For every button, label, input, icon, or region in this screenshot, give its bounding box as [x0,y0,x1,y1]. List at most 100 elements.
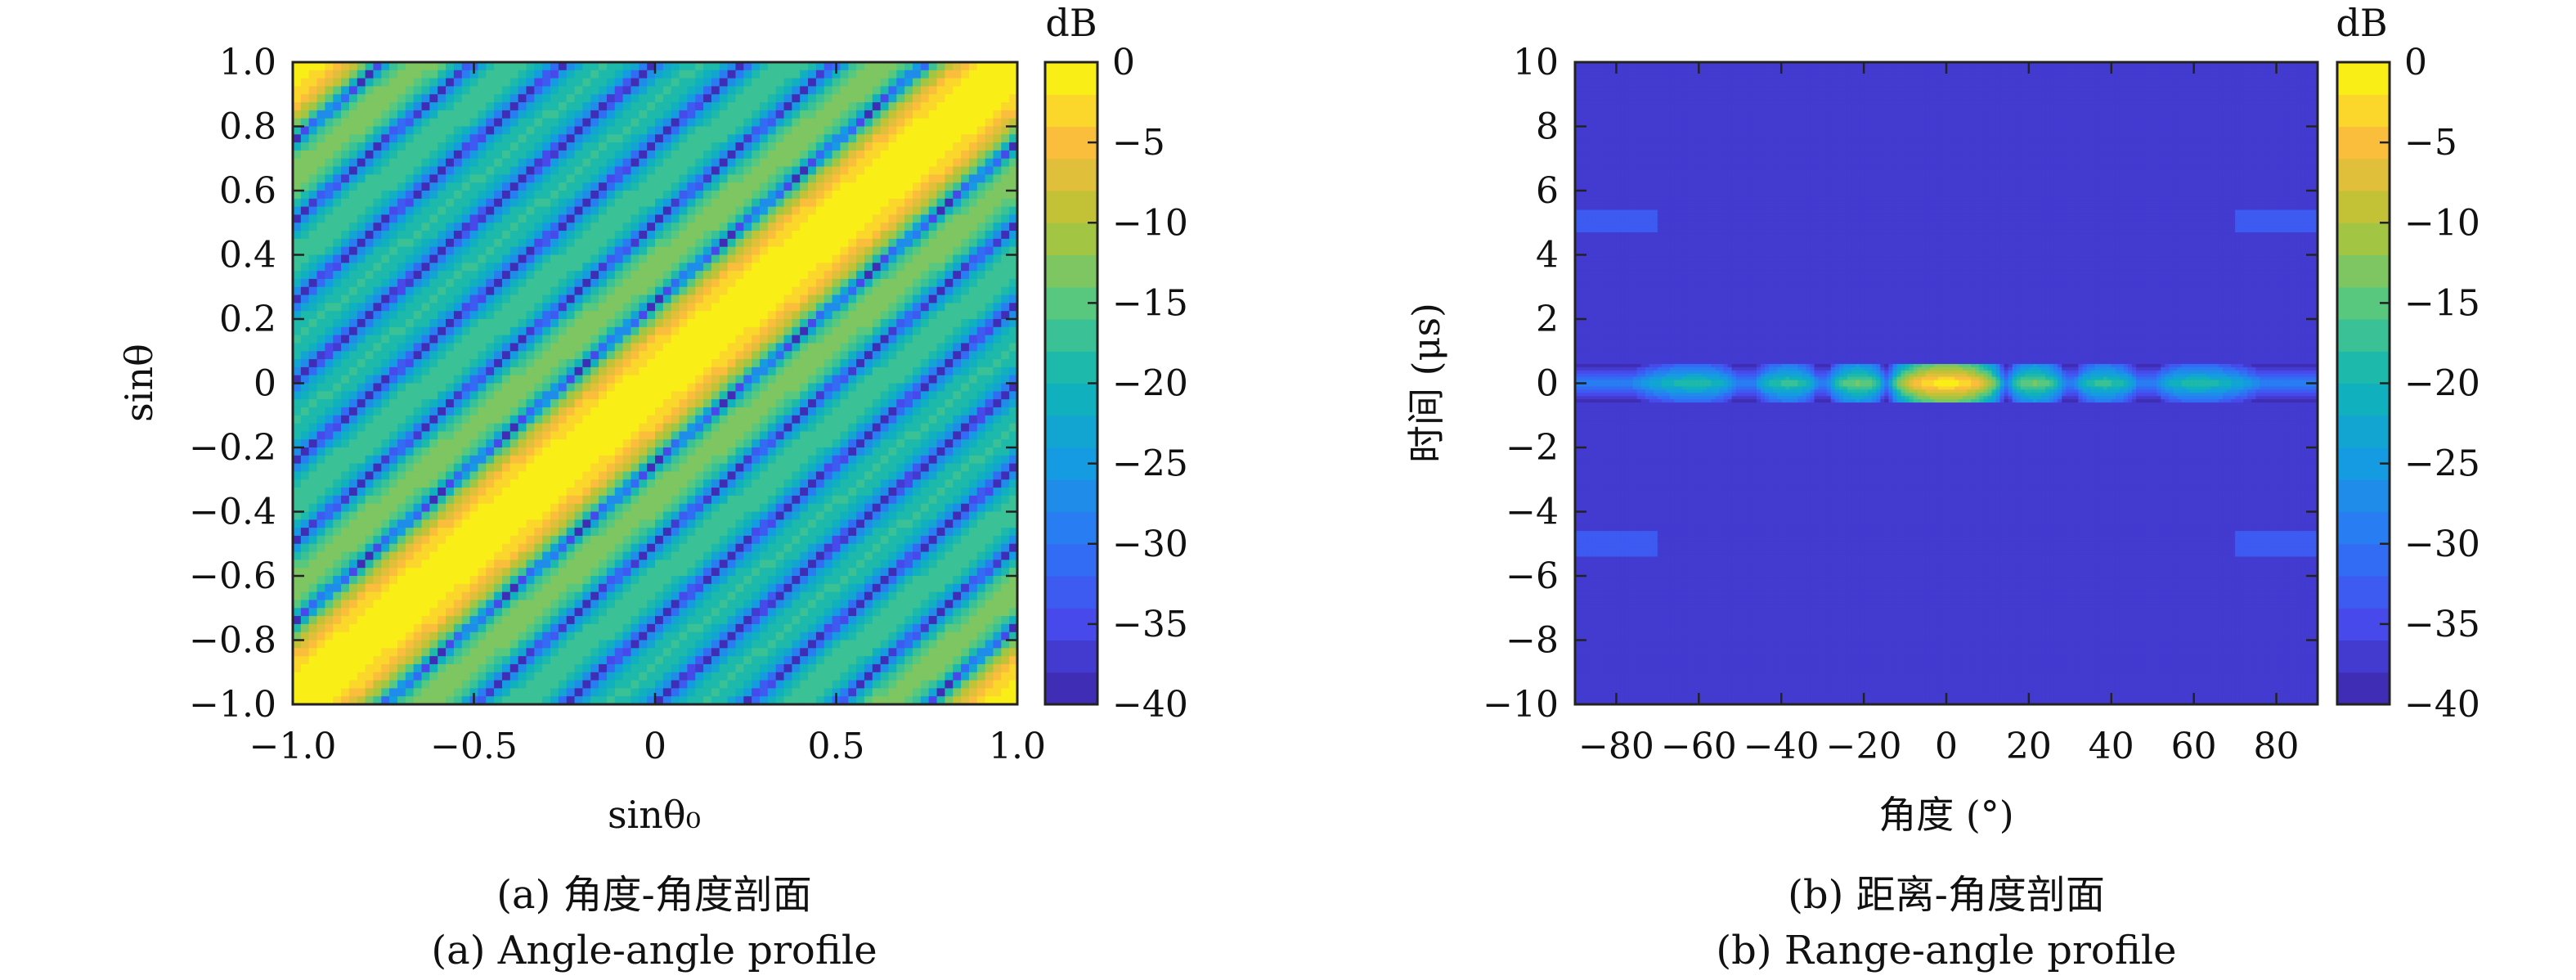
heatmap-cell [325,424,333,432]
heatmap-cell [502,384,510,392]
heatmap-cell [429,182,438,191]
heatmap-cell [333,431,341,439]
heatmap-cell [599,62,607,70]
heatmap-cell [615,70,623,79]
heatmap-cell [309,311,317,319]
heatmap-cell [615,127,623,135]
heatmap-cell [599,134,607,142]
heatmap-cell [454,632,462,641]
heatmap-cell [454,384,462,392]
heatmap-cell [582,672,590,681]
heatmap-cell [470,199,478,207]
heatmap-cell [293,295,301,303]
heatmap-cell [317,207,325,215]
heatmap-cell [293,367,301,375]
heatmap-cell [406,279,414,287]
heatmap-cell [550,399,559,407]
heatmap-cell [631,656,639,664]
heatmap-cell [325,335,333,344]
heatmap-cell [559,424,567,432]
heatmap-cell [534,351,542,359]
heatmap-cell [309,536,317,544]
heatmap-cell [429,681,438,689]
heatmap-cell [647,110,655,119]
heatmap-cell [518,231,527,239]
heatmap-cell [309,391,317,399]
heatmap-cell [293,384,301,392]
heatmap-cell [357,584,366,592]
heatmap-cell [309,375,317,384]
heatmap-cell [381,447,389,456]
heatmap-cell [615,496,623,504]
heatmap-cell [414,367,422,375]
heatmap-cell [647,191,655,199]
heatmap-cell [518,94,527,102]
heatmap-cell [397,119,406,127]
heatmap-cell [494,536,502,544]
heatmap-cell [599,94,607,102]
heatmap-cell [534,456,542,464]
heatmap-cell [631,664,639,672]
heatmap-cell [389,207,397,215]
heatmap-cell [607,182,615,191]
heatmap-cell [406,391,414,399]
heatmap-cell [526,608,534,616]
heatmap-cell [454,656,462,664]
heatmap-cell [389,608,397,616]
heatmap-cell [534,239,542,247]
heatmap-cell [397,496,406,504]
heatmap-cell [406,656,414,664]
heatmap-cell [438,159,446,167]
heatmap-cell [422,207,430,215]
heatmap-cell [623,127,631,135]
heatmap-cell [631,672,639,681]
heatmap-cell [615,424,623,432]
heatmap-cell [422,134,430,142]
heatmap-cell [389,447,397,456]
heatmap-cell [325,592,333,600]
heatmap-cell [446,174,454,182]
heatmap-cell [639,608,647,616]
heatmap-cell [494,375,502,384]
heatmap-cell [526,159,534,167]
heatmap-cell [582,271,590,279]
heatmap-cell [429,159,438,167]
heatmap-cell [526,672,534,681]
heatmap-cell [366,632,374,641]
heatmap-cell [366,641,374,649]
heatmap-cell [454,688,462,696]
heatmap-cell [333,681,341,689]
heatmap-cell [502,560,510,568]
heatmap-cell [623,496,631,504]
heatmap-cell [349,110,357,119]
heatmap-cell [599,214,607,223]
heatmap-cell [510,560,518,568]
heatmap-cell [454,439,462,447]
heatmap-cell [446,560,454,568]
heatmap-cell [526,255,534,263]
heatmap-cell [575,536,583,544]
heatmap-cell [542,207,550,215]
heatmap-cell [301,656,309,664]
heatmap-cell [446,600,454,608]
heatmap-cell [422,279,430,287]
heatmap-cell [422,351,430,359]
heatmap-cell [389,528,397,536]
heatmap-cell [301,664,309,672]
heatmap-cell [429,391,438,399]
heatmap-cell [381,488,389,496]
heatmap-cell [639,479,647,488]
heatmap-cell [623,664,631,672]
heatmap-cell [470,416,478,424]
heatmap-cell [559,664,567,672]
heatmap-cell [623,134,631,142]
heatmap-cell [454,102,462,110]
heatmap-cell [325,223,333,231]
heatmap-cell [293,600,301,608]
heatmap-cell [478,142,486,151]
heatmap-cell [309,544,317,552]
heatmap-cell [349,351,357,359]
heatmap-cell [550,656,559,664]
heatmap-cell [366,295,374,303]
heatmap-cell [575,287,583,295]
